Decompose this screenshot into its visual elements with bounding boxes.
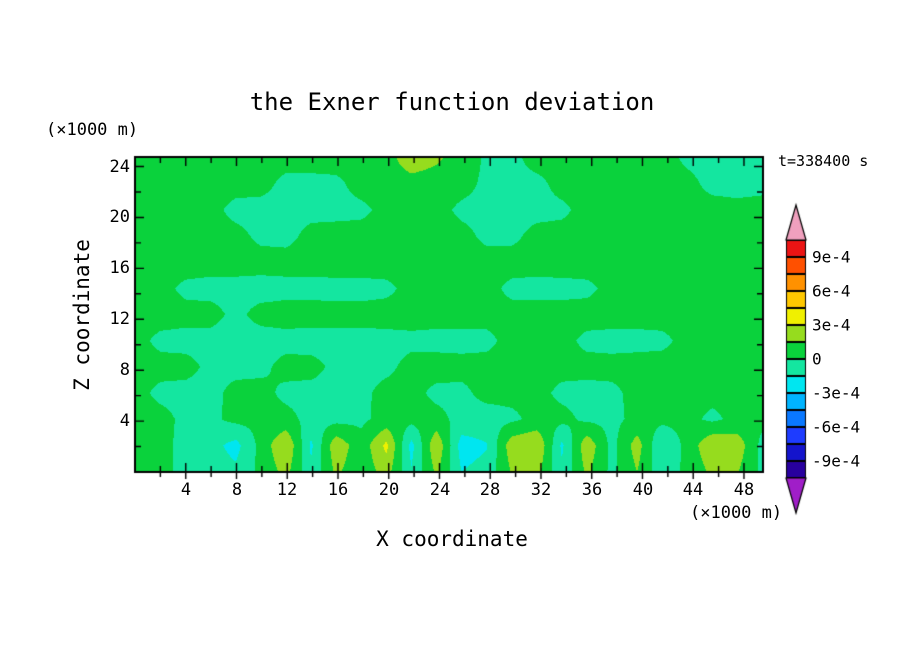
colorbar-label: 9e-4 bbox=[812, 247, 851, 267]
x-tick-label: 4 bbox=[180, 480, 192, 500]
x-tick-label: 28 bbox=[479, 480, 501, 500]
z-tick-label: 16 bbox=[109, 258, 130, 278]
plot-title: the Exner function deviation bbox=[249, 88, 655, 116]
x-tick-label: 24 bbox=[429, 480, 451, 500]
z-tick-label: 24 bbox=[109, 157, 130, 177]
colorbar-label: -9e-4 bbox=[812, 451, 861, 471]
x-tick-label: 32 bbox=[530, 480, 552, 500]
x-tick-label: 8 bbox=[231, 480, 243, 500]
colorbar-label: 3e-4 bbox=[812, 315, 851, 335]
x-tick-label: 20 bbox=[378, 480, 400, 500]
colorbar-label: -3e-4 bbox=[812, 383, 861, 403]
z-tick-label: 20 bbox=[109, 207, 130, 227]
x-tick-label: 36 bbox=[581, 480, 603, 500]
x-tick-label: 44 bbox=[682, 480, 704, 500]
z-tick-label: 12 bbox=[109, 309, 130, 329]
x-unit-label: (×1000 m) bbox=[690, 503, 783, 523]
x-tick-label: 48 bbox=[733, 480, 755, 500]
colorbar-label: -6e-4 bbox=[812, 417, 861, 437]
colorbar-label: 6e-4 bbox=[812, 281, 851, 301]
z-tick-label: 4 bbox=[119, 411, 130, 431]
z-tick-label: 8 bbox=[119, 360, 130, 380]
x-tick-label: 12 bbox=[276, 480, 298, 500]
x-tick-label: 16 bbox=[327, 480, 349, 500]
time-label: t=338400 s bbox=[778, 152, 869, 170]
z-unit-label: (×1000 m) bbox=[46, 120, 139, 140]
z-axis-label: Z coordinate bbox=[70, 239, 94, 391]
x-tick-label: 40 bbox=[632, 480, 654, 500]
colorbar-label: 0 bbox=[812, 349, 822, 369]
x-axis-label: X coordinate bbox=[376, 527, 528, 551]
